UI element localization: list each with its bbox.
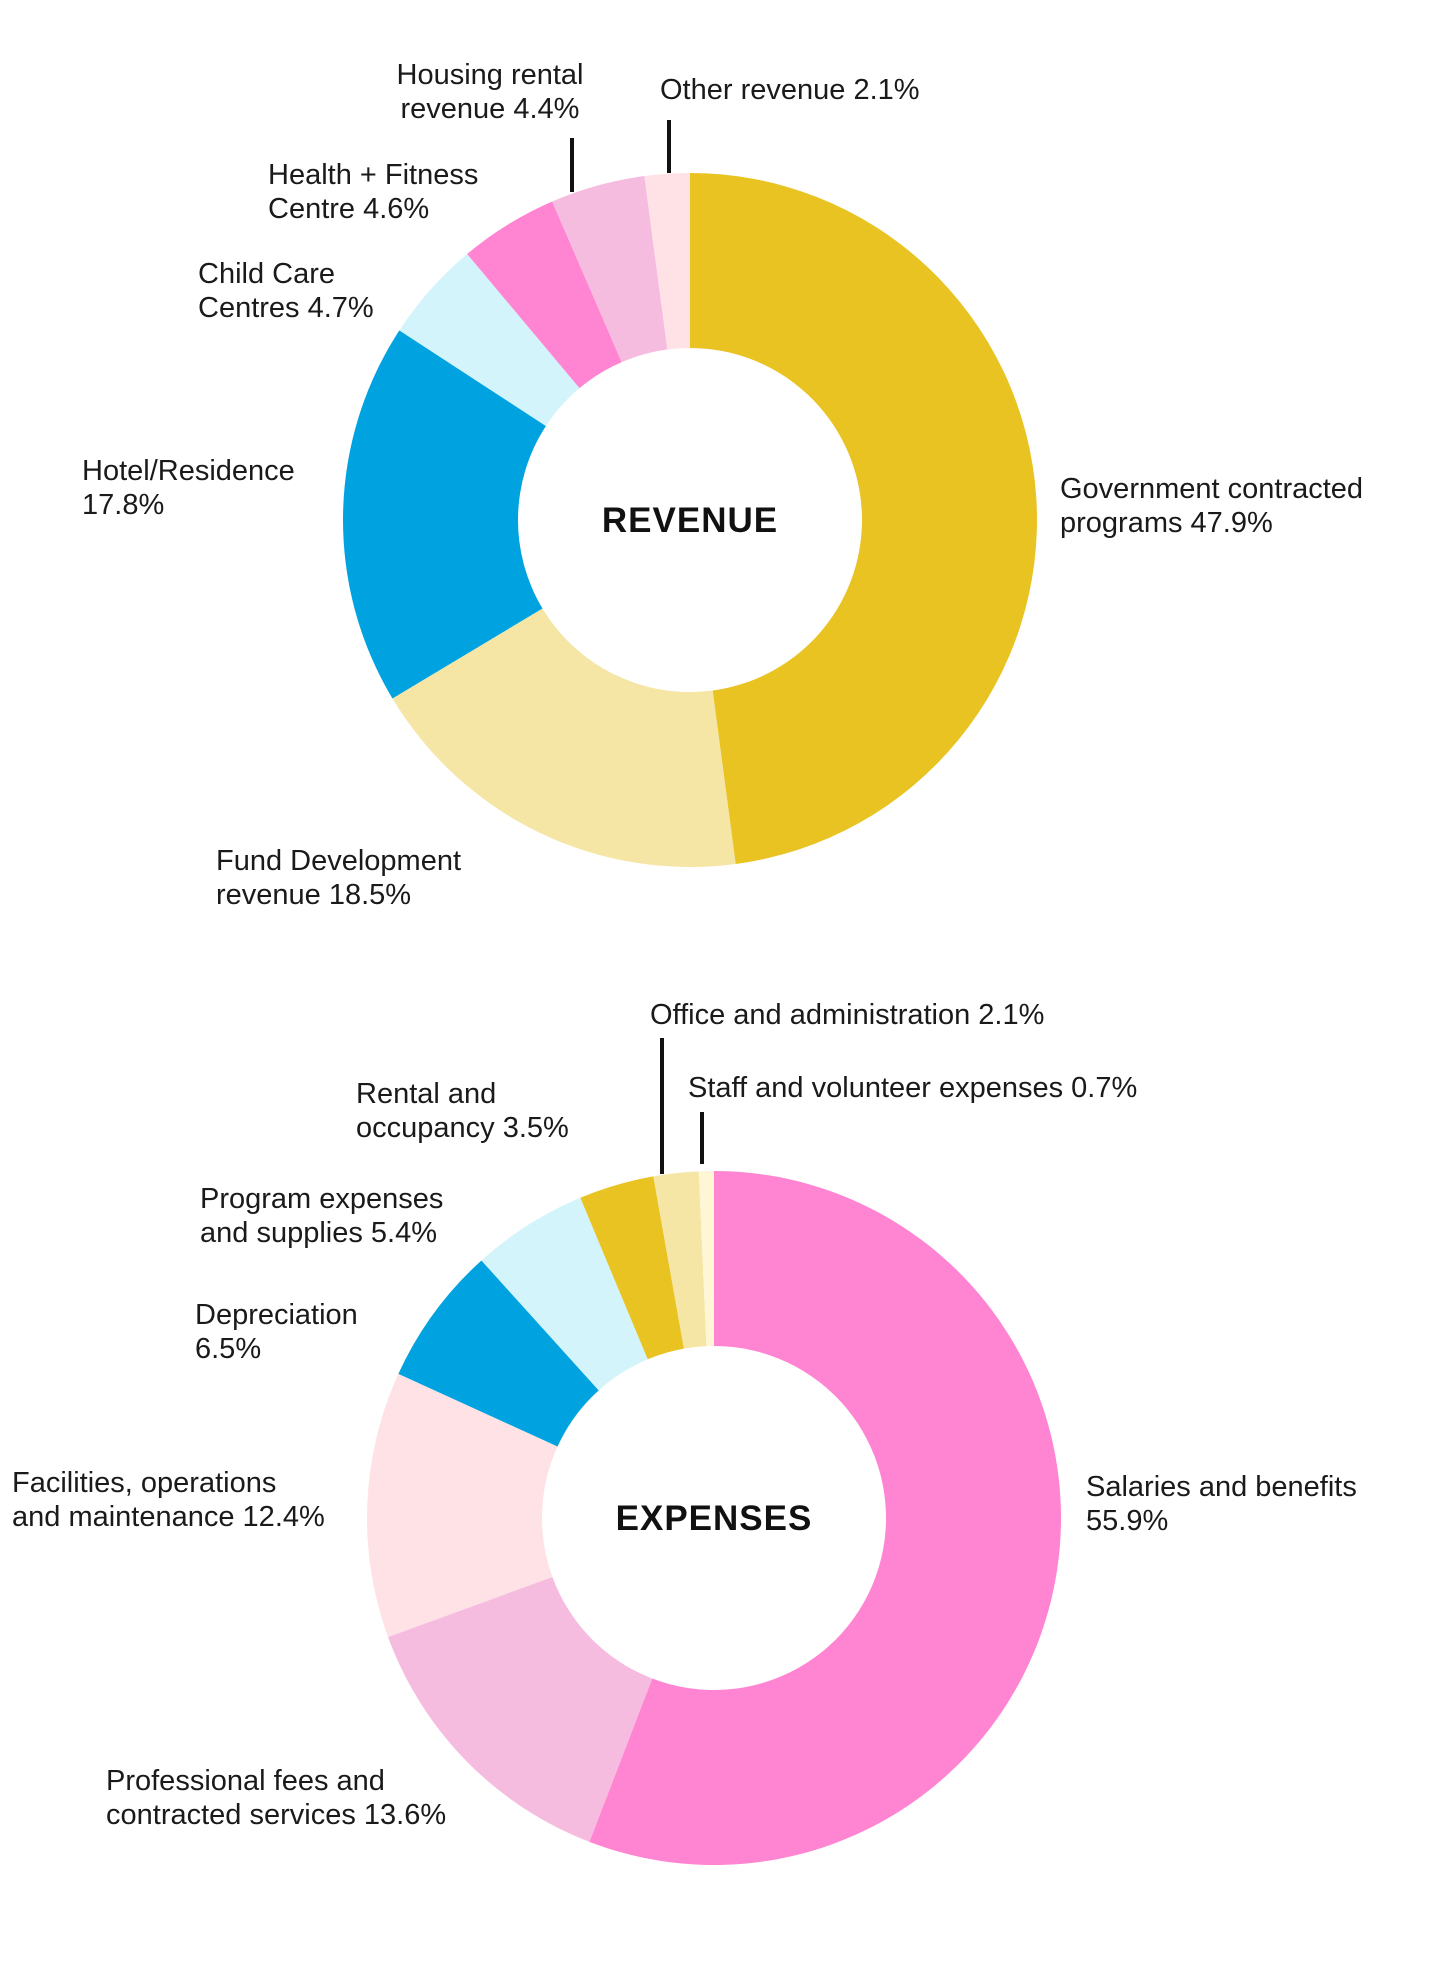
revenue-slice-hotel-residence bbox=[343, 330, 546, 699]
revenue-slice-child-care-centres bbox=[399, 254, 580, 427]
revenue-label-other-revenue: Other revenue 2.1% bbox=[660, 74, 920, 106]
expenses-slice-professional-fees-and-contracted-services bbox=[388, 1576, 653, 1842]
revenue-label-fund-development-revenue: Fund Development revenue 18.5% bbox=[216, 845, 461, 911]
expenses-label-depreciation: Depreciation 6.5% bbox=[195, 1299, 358, 1365]
expenses-slice-staff-and-volunteer-expenses bbox=[698, 1171, 714, 1347]
revenue-slice-health-fitness-centre bbox=[467, 201, 622, 389]
revenue-slice-other-revenue bbox=[644, 173, 690, 350]
expenses-slice-office-and-administration bbox=[653, 1171, 707, 1349]
expenses-chart-title: EXPENSES bbox=[616, 1499, 813, 1538]
revenue-slice-government-contracted-programs bbox=[690, 173, 1038, 864]
expenses-label-staff-and-volunteer-expenses: Staff and volunteer expenses 0.7% bbox=[688, 1072, 1137, 1104]
expenses-label-facilities-operations-and-maintenance: Facilities, operations and maintenance 12… bbox=[12, 1467, 325, 1533]
expenses-slice-salaries-and-benefits bbox=[589, 1171, 1061, 1865]
revenue-donut-chart: REVENUE Government contracted programs 47.… bbox=[82, 59, 1363, 911]
expenses-label-office-and-administration: Office and administration 2.1% bbox=[650, 999, 1044, 1031]
revenue-label-health-fitness-centre: Health + Fitness Centre 4.6% bbox=[268, 159, 478, 225]
revenue-slice-fund-development-revenue bbox=[392, 608, 736, 867]
revenue-label-child-care-centres: Child Care Centres 4.7% bbox=[198, 258, 374, 324]
revenue-label-government-contracted-programs: Government contracted programs 47.9% bbox=[1060, 473, 1363, 539]
expenses-donut-chart: EXPENSES Salaries and benefits 55.9% Profes… bbox=[12, 999, 1357, 1865]
expenses-label-professional-fees-and-contracted-services: Professional fees and contracted services… bbox=[106, 1765, 446, 1831]
revenue-slice-housing-rental-revenue bbox=[552, 176, 668, 363]
revenue-label-hotel-residence: Hotel/Residence 17.8% bbox=[82, 455, 295, 521]
expenses-slice-facilities-operations-and-maintenance bbox=[367, 1373, 558, 1637]
expenses-label-program-expenses-and-supplies: Program expenses and supplies 5.4% bbox=[200, 1183, 443, 1249]
expenses-slice-rental-and-occupancy bbox=[580, 1176, 684, 1360]
revenue-label-housing-rental-revenue: Housing rental revenue 4.4% bbox=[397, 59, 584, 125]
revenue-chart-title: REVENUE bbox=[602, 501, 778, 540]
expenses-slice-depreciation bbox=[398, 1260, 599, 1447]
expenses-label-rental-and-occupancy: Rental and occupancy 3.5% bbox=[356, 1078, 569, 1144]
expenses-label-salaries-and-benefits: Salaries and benefits 55.9% bbox=[1086, 1471, 1357, 1537]
expenses-slice-program-expenses-and-supplies bbox=[481, 1197, 648, 1391]
